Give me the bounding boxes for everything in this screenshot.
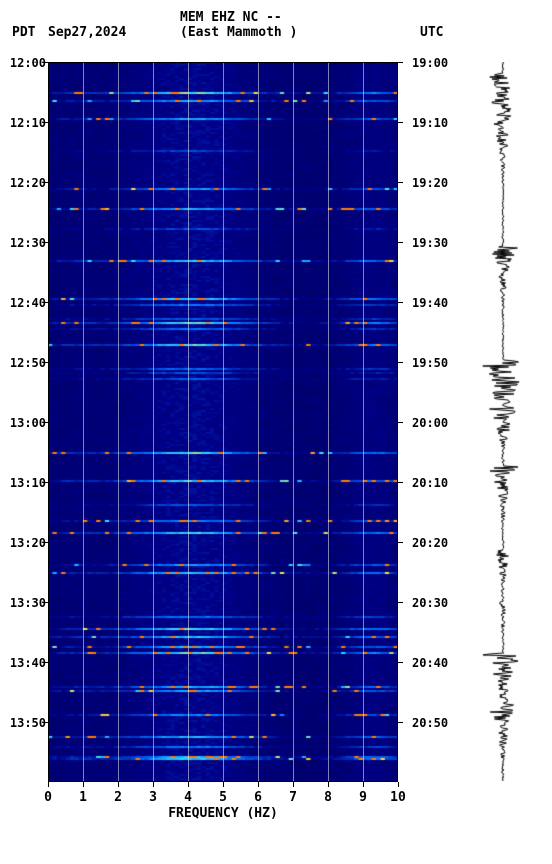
freq-tick: 2: [108, 790, 128, 805]
time-tick-right: 20:10: [412, 476, 454, 490]
tickmark-left: [43, 422, 48, 423]
time-tick-right: 20:30: [412, 596, 454, 610]
tickmark-left: [43, 242, 48, 243]
time-tick-right: 19:50: [412, 356, 454, 370]
time-tick-left: 13:30: [4, 596, 46, 610]
tickmark-right: [398, 662, 403, 663]
header: PDT Sep27,2024 MEM EHZ NC -- (East Mammo…: [0, 0, 552, 50]
plot-area: 12:00 12:10 12:20 12:30 12:40 12:50 13:00 13:10…: [0, 50, 552, 830]
tickmark-left: [43, 542, 48, 543]
time-tick-right: 19:40: [412, 296, 454, 310]
tickmark-right: [398, 722, 403, 723]
time-tick-left: 13:20: [4, 536, 46, 550]
time-tick-right: 20:50: [412, 716, 454, 730]
header-station1: MEM EHZ NC --: [180, 10, 282, 25]
tickmark-bottom: [398, 782, 399, 787]
tickmark-left: [43, 122, 48, 123]
freq-tick: 10: [388, 790, 408, 805]
time-tick-right: 19:10: [412, 116, 454, 130]
header-tz-left: PDT: [12, 25, 35, 40]
spectrogram: [48, 62, 398, 782]
tickmark-bottom: [258, 782, 259, 787]
time-tick-right: 20:00: [412, 416, 454, 430]
time-tick-left: 13:40: [4, 656, 46, 670]
freq-tick: 3: [143, 790, 163, 805]
tickmark-bottom: [328, 782, 329, 787]
freq-tick: 5: [213, 790, 233, 805]
tickmark-bottom: [83, 782, 84, 787]
tickmark-left: [43, 602, 48, 603]
tickmark-left: [43, 362, 48, 363]
tickmark-left: [43, 302, 48, 303]
tickmark-right: [398, 302, 403, 303]
tickmark-right: [398, 602, 403, 603]
tickmark-right: [398, 242, 403, 243]
tickmark-left: [43, 182, 48, 183]
freq-tick: 6: [248, 790, 268, 805]
spectrogram-canvas: [48, 62, 398, 782]
tickmark-left: [43, 482, 48, 483]
tickmark-right: [398, 422, 403, 423]
tickmark-right: [398, 542, 403, 543]
time-tick-left: 13:50: [4, 716, 46, 730]
tickmark-right: [398, 122, 403, 123]
tickmark-bottom: [153, 782, 154, 787]
freq-tick: 0: [38, 790, 58, 805]
time-tick-left: 12:00: [4, 56, 46, 70]
tickmark-bottom: [223, 782, 224, 787]
freq-tick: 9: [353, 790, 373, 805]
tickmark-left: [43, 662, 48, 663]
tickmark-left: [43, 62, 48, 63]
time-tick-left: 12:50: [4, 356, 46, 370]
time-tick-left: 12:40: [4, 296, 46, 310]
tickmark-right: [398, 62, 403, 63]
x-axis-label: FREQUENCY (HZ): [48, 806, 398, 821]
tickmark-bottom: [363, 782, 364, 787]
time-tick-left: 12:20: [4, 176, 46, 190]
time-tick-right: 19:00: [412, 56, 454, 70]
time-tick-left: 12:30: [4, 236, 46, 250]
tickmark-left: [43, 722, 48, 723]
waveform-trace: [478, 62, 528, 782]
tickmark-right: [398, 482, 403, 483]
tickmark-bottom: [48, 782, 49, 787]
freq-tick: 4: [178, 790, 198, 805]
tickmark-right: [398, 182, 403, 183]
time-tick-right: 19:30: [412, 236, 454, 250]
header-date: Sep27,2024: [48, 25, 126, 40]
freq-tick: 1: [73, 790, 93, 805]
time-tick-left: 13:10: [4, 476, 46, 490]
freq-tick: 7: [283, 790, 303, 805]
time-tick-left: 13:00: [4, 416, 46, 430]
time-tick-right: 20:20: [412, 536, 454, 550]
tickmark-bottom: [188, 782, 189, 787]
waveform-canvas: [478, 62, 528, 782]
time-tick-right: 20:40: [412, 656, 454, 670]
tickmark-bottom: [293, 782, 294, 787]
time-tick-right: 19:20: [412, 176, 454, 190]
header-station2: (East Mammoth ): [180, 25, 297, 40]
header-tz-right: UTC: [420, 25, 443, 40]
freq-tick: 8: [318, 790, 338, 805]
time-tick-left: 12:10: [4, 116, 46, 130]
tickmark-right: [398, 362, 403, 363]
tickmark-bottom: [118, 782, 119, 787]
